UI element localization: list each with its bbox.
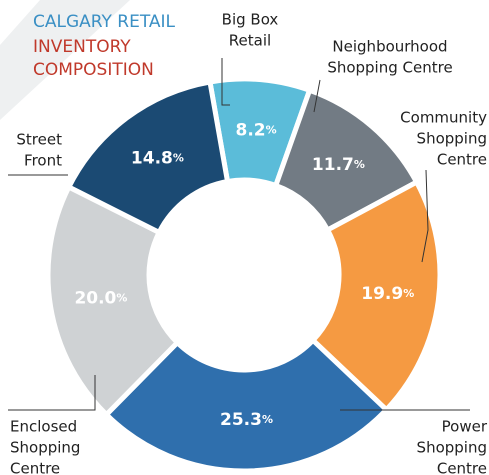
category-label: Shopping bbox=[417, 439, 487, 457]
value-label: 11.7% bbox=[312, 155, 365, 175]
leader-line bbox=[8, 375, 96, 411]
category-label: Shopping bbox=[417, 130, 487, 148]
category-label: Neighbourhood bbox=[332, 38, 447, 56]
category-label: Centre bbox=[437, 151, 487, 169]
leader-line bbox=[221, 58, 230, 106]
decoration bbox=[0, 0, 130, 120]
category-label: Centre bbox=[437, 460, 487, 475]
leader-line bbox=[313, 79, 321, 113]
value-label: 19.9% bbox=[361, 284, 414, 304]
category-label: Retail bbox=[229, 32, 271, 50]
category-label: Centre bbox=[10, 460, 60, 475]
title-line: CALGARY RETAIL bbox=[33, 12, 176, 32]
category-label: Big Box bbox=[222, 11, 279, 29]
title-line: INVENTORY bbox=[33, 37, 131, 57]
category-label: Shopping bbox=[10, 439, 80, 457]
category-label: Shopping Centre bbox=[327, 59, 452, 77]
value-label: 20.0% bbox=[74, 289, 127, 309]
category-label: Front bbox=[24, 152, 62, 170]
slice bbox=[65, 79, 231, 236]
category-label: Power bbox=[442, 418, 488, 436]
title-line: COMPOSITION bbox=[33, 60, 154, 80]
category-label: Enclosed bbox=[10, 418, 77, 436]
value-label: 25.3% bbox=[220, 410, 273, 430]
slice bbox=[102, 336, 390, 474]
leader-line bbox=[421, 169, 429, 263]
slice bbox=[309, 178, 443, 414]
value-label: 8.2% bbox=[235, 121, 276, 141]
category-label: Street bbox=[16, 131, 62, 149]
slice bbox=[45, 183, 181, 419]
value-label: 14.8% bbox=[131, 149, 184, 169]
category-label: Community bbox=[400, 109, 487, 127]
